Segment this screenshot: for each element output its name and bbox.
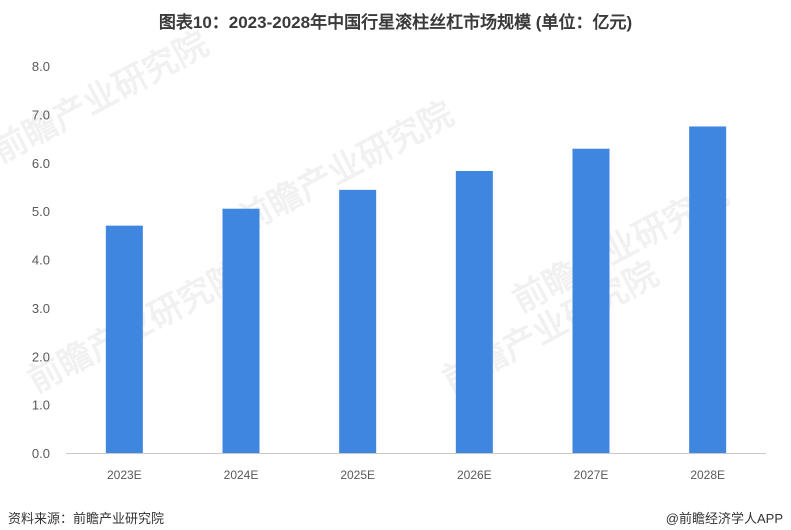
brand-credit: @前瞻经济学人APP <box>665 511 783 526</box>
y-tick-label: 7.0 <box>32 107 50 122</box>
bar-2026E <box>455 170 493 453</box>
bar-2027E <box>572 148 610 453</box>
y-tick-label: 3.0 <box>32 301 50 316</box>
x-tick-label: 2026E <box>457 468 492 482</box>
x-tick-label: 2024E <box>224 468 259 482</box>
y-tick-label: 2.0 <box>32 349 50 364</box>
y-tick-label: 1.0 <box>32 398 50 413</box>
x-axis-ticks: 2023E 2024E 2025E 2026E 2027E 2028E <box>107 468 725 482</box>
chart-title: 图表10：2023-2028年中国行星滚柱丝杠市场规模 (单位：亿元) <box>158 13 633 32</box>
y-axis-ticks: 0.0 1.0 2.0 3.0 4.0 5.0 6.0 7.0 8.0 <box>32 59 50 461</box>
source-note: 资料来源：前瞻产业研究院 <box>8 511 165 526</box>
y-tick-label: 8.0 <box>32 59 50 74</box>
x-tick-label: 2023E <box>107 468 142 482</box>
x-tick-label: 2028E <box>690 468 725 482</box>
bar-2023E <box>105 225 143 453</box>
x-tick-label: 2025E <box>340 468 375 482</box>
y-tick-label: 5.0 <box>32 204 50 219</box>
bar-2024E <box>222 208 260 453</box>
y-tick-label: 6.0 <box>32 156 50 171</box>
y-tick-label: 4.0 <box>32 253 50 268</box>
y-tick-label: 0.0 <box>32 446 50 461</box>
bar-2025E <box>339 189 377 453</box>
x-tick-label: 2027E <box>574 468 609 482</box>
bars <box>105 126 727 453</box>
bar-2028E <box>689 126 727 453</box>
